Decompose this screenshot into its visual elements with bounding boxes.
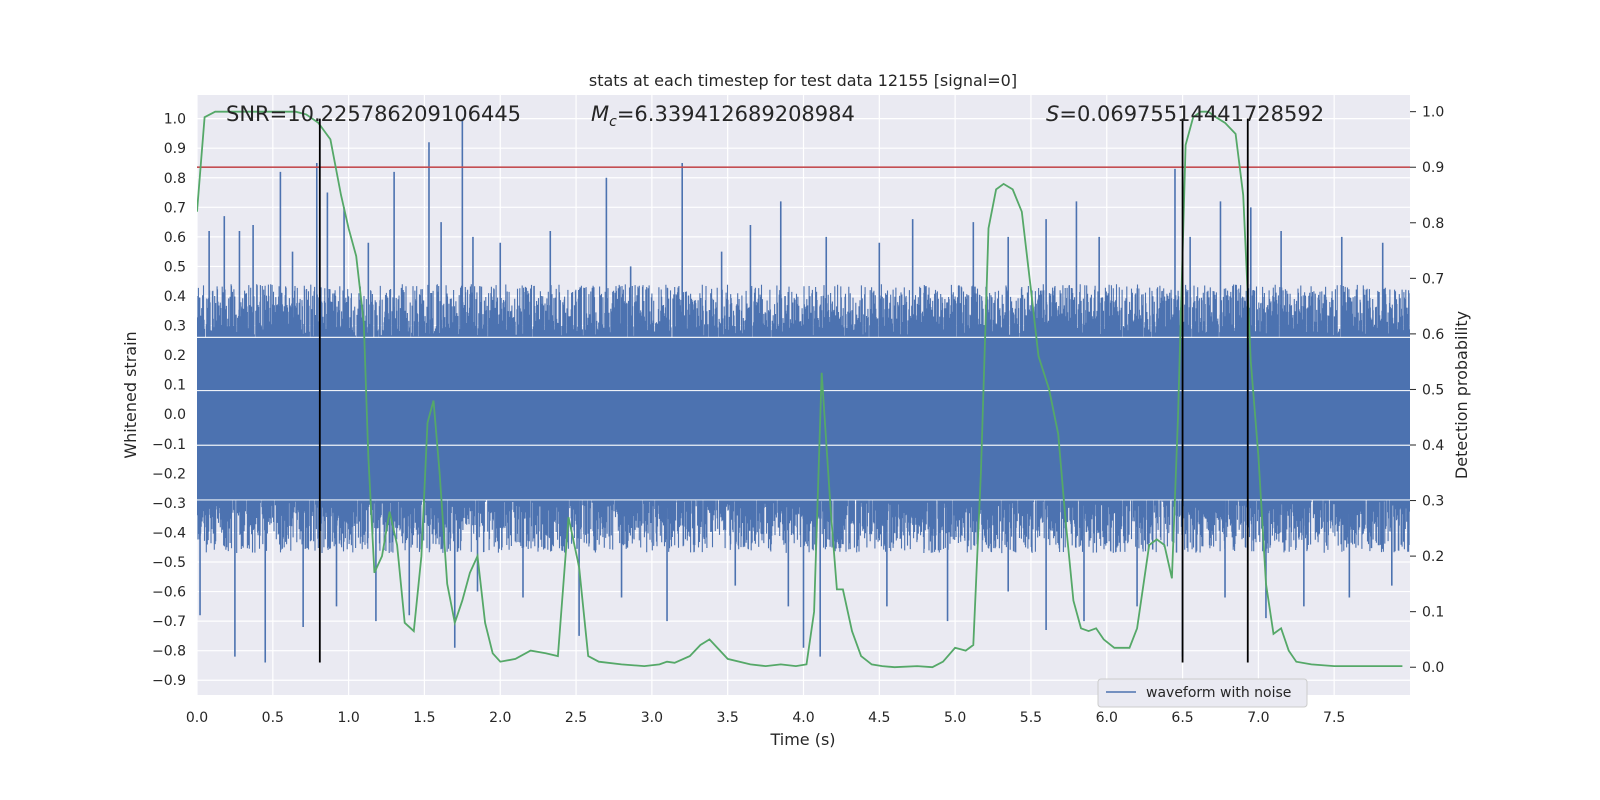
y-left-tick-label: 0.5 bbox=[164, 259, 186, 275]
legend-box bbox=[1097, 678, 1308, 708]
probability-line bbox=[197, 110, 1403, 669]
s-symbol: S bbox=[1046, 102, 1059, 126]
y-axis-left-ticks: −0.9 −0.8 −0.7 −0.6 −0.5 −0.4 −0.3 −0.2 −0.1 0.0 0… bbox=[152, 112, 186, 690]
y-axis-left-title: Whitened strain bbox=[121, 331, 140, 458]
waveform-series bbox=[197, 118, 1410, 663]
x-tick-label: 6.5 bbox=[1171, 710, 1193, 726]
y-right-tick-label: 0.7 bbox=[1422, 271, 1444, 287]
x-tick-label: 1.0 bbox=[337, 710, 359, 726]
x-tick-label: 7.0 bbox=[1247, 710, 1269, 726]
y-right-tick-label: 0.0 bbox=[1422, 660, 1444, 676]
x-tick-label: 3.0 bbox=[641, 710, 663, 726]
x-tick-label: 4.0 bbox=[792, 710, 814, 726]
s-annotation: S=0.06975514441728592 bbox=[1046, 102, 1324, 126]
s-value: =0.06975514441728592 bbox=[1059, 102, 1324, 126]
mc-subscript: c bbox=[609, 114, 617, 130]
mc-value: =6.339412689208984 bbox=[617, 102, 855, 126]
y-axis-right-ticks: 0.0 0.1 0.2 0.3 0.4 0.5 0.6 0.7 0.8 0.9 1.0 bbox=[1410, 105, 1444, 676]
y-right-tick-label: 1.0 bbox=[1422, 105, 1444, 121]
y-left-tick-label: −0.7 bbox=[152, 614, 186, 630]
y-right-tick-label: 0.2 bbox=[1422, 549, 1444, 565]
y-right-tick-label: 0.5 bbox=[1422, 382, 1444, 398]
mc-annotation: Mc=6.339412689208984 bbox=[591, 102, 855, 130]
x-axis-ticks: 0.0 0.5 1.0 1.5 2.0 2.5 3.0 3.5 4.0 4.5 5.0 5.5 6.0 6… bbox=[186, 710, 1345, 726]
y-right-tick-label: 0.8 bbox=[1422, 216, 1444, 232]
y-left-tick-label: 0.3 bbox=[164, 319, 186, 335]
y-left-tick-label: −0.1 bbox=[152, 437, 186, 453]
x-tick-label: 3.5 bbox=[717, 710, 739, 726]
x-tick-label: 2.5 bbox=[565, 710, 587, 726]
x-tick-label: 5.5 bbox=[1020, 710, 1042, 726]
y-right-tick-label: 0.4 bbox=[1422, 438, 1444, 454]
y-left-tick-label: 0.1 bbox=[164, 378, 186, 394]
y-right-tick-label: 0.3 bbox=[1422, 494, 1444, 510]
y-left-tick-label: −0.6 bbox=[152, 585, 186, 601]
y-left-tick-label: −0.5 bbox=[152, 555, 186, 571]
x-tick-label: 6.0 bbox=[1096, 710, 1118, 726]
y-left-tick-label: −0.2 bbox=[152, 466, 186, 482]
y-right-tick-label: 0.9 bbox=[1422, 160, 1444, 176]
vertical-markers bbox=[318, 118, 1249, 663]
y-left-tick-label: 0.2 bbox=[164, 348, 186, 364]
legend-label: waveform with noise bbox=[1146, 685, 1291, 701]
x-tick-label: 0.5 bbox=[262, 710, 284, 726]
x-tick-label: 0.0 bbox=[186, 710, 208, 726]
x-tick-label: 1.5 bbox=[413, 710, 435, 726]
x-tick-label: 5.0 bbox=[944, 710, 966, 726]
y-left-tick-label: 0.9 bbox=[164, 141, 186, 157]
y-left-tick-label: 0.7 bbox=[164, 200, 186, 216]
y-left-tick-label: 0.0 bbox=[164, 407, 186, 423]
y-right-tick-label: 0.1 bbox=[1422, 605, 1444, 621]
y-left-tick-label: 0.6 bbox=[164, 230, 186, 246]
mc-symbol: M bbox=[591, 102, 609, 126]
y-left-tick-label: 0.4 bbox=[164, 289, 186, 305]
x-axis-title: Time (s) bbox=[769, 730, 835, 749]
detection-probability-series bbox=[197, 110, 1403, 669]
y-left-tick-label: −0.3 bbox=[152, 496, 186, 512]
plot-area bbox=[197, 110, 1410, 669]
x-tick-label: 7.5 bbox=[1323, 710, 1345, 726]
y-left-tick-label: −0.8 bbox=[152, 644, 186, 660]
y-left-tick-label: 1.0 bbox=[164, 112, 186, 128]
y-left-tick-label: 0.8 bbox=[164, 171, 186, 187]
y-left-tick-label: −0.9 bbox=[152, 673, 186, 689]
snr-annotation: SNR=10.225786209106445 bbox=[226, 102, 521, 126]
x-tick-label: 4.5 bbox=[868, 710, 890, 726]
y-left-tick-label: −0.4 bbox=[152, 525, 186, 541]
y-right-tick-label: 0.6 bbox=[1422, 327, 1444, 343]
chart-title: stats at each timestep for test data 121… bbox=[589, 71, 1017, 90]
legend: waveform with noise bbox=[1097, 678, 1308, 708]
y-axis-right-title: Detection probability bbox=[1452, 311, 1471, 479]
x-tick-label: 2.0 bbox=[489, 710, 511, 726]
